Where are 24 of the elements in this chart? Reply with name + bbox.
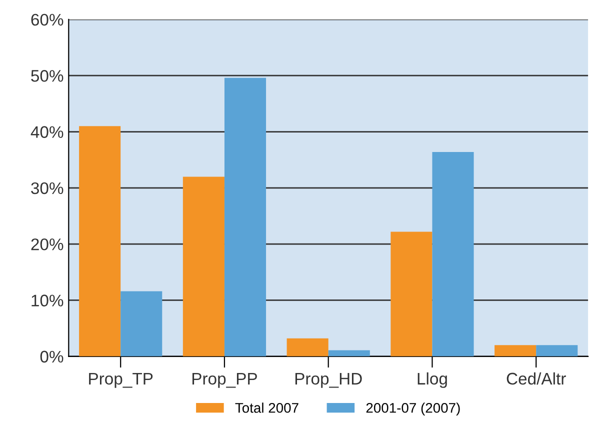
y-tick-label: 0% xyxy=(40,350,64,363)
bar xyxy=(224,78,266,356)
bar xyxy=(536,345,578,356)
x-tick-label: Ced/Altr xyxy=(506,372,566,385)
bar xyxy=(120,291,162,356)
legend-label: 2001-07 (2007) xyxy=(366,402,460,416)
x-tick-label: Prop_PP xyxy=(192,372,257,388)
bar xyxy=(432,152,474,356)
y-tick-label: 50% xyxy=(31,70,64,82)
x-tick-label: Prop_HD xyxy=(295,372,362,388)
x-tick-label: Prop_TP xyxy=(89,372,153,388)
bar xyxy=(79,126,121,356)
y-tick-label: 30% xyxy=(31,182,64,194)
legend-label: Total 2007 xyxy=(235,402,298,413)
y-tick-label: 60% xyxy=(31,14,64,26)
bar xyxy=(182,176,224,356)
x-tick-label: Llog xyxy=(418,372,447,388)
bar xyxy=(390,232,432,356)
bar xyxy=(494,345,536,356)
y-tick-label: 40% xyxy=(30,126,64,138)
y-tick-label: 20% xyxy=(31,238,64,250)
y-tick-label: 10% xyxy=(32,294,64,306)
bar xyxy=(286,338,328,356)
bar xyxy=(328,350,370,356)
